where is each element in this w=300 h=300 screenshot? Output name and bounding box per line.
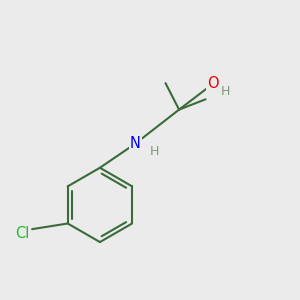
Text: N: N xyxy=(130,136,141,151)
Text: O: O xyxy=(207,76,219,91)
Text: Cl: Cl xyxy=(15,226,30,242)
Text: H: H xyxy=(221,85,231,98)
Text: H: H xyxy=(150,145,160,158)
